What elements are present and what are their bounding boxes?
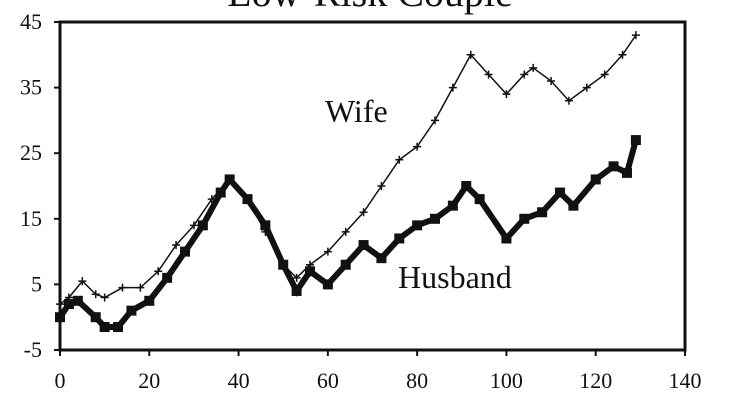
marker [260, 220, 271, 231]
marker [72, 295, 83, 306]
marker [600, 70, 609, 79]
marker [564, 96, 573, 105]
marker [568, 200, 579, 211]
plot-frame [58, 20, 687, 352]
marker [55, 312, 65, 323]
marker [341, 227, 350, 236]
marker [63, 299, 74, 310]
marker [413, 142, 422, 151]
marker [78, 277, 87, 286]
y-tick-label: -5 [24, 337, 42, 362]
marker [322, 279, 333, 290]
marker [630, 135, 641, 146]
marker [291, 285, 302, 296]
x-tick-label: 80 [406, 368, 428, 393]
y-tick-label: 25 [20, 140, 42, 165]
marker [376, 253, 387, 264]
marker [631, 31, 640, 40]
x-tick-label: 60 [317, 368, 339, 393]
marker [466, 50, 475, 59]
marker [430, 213, 440, 224]
marker [461, 181, 472, 191]
marker [118, 283, 127, 292]
marker [99, 322, 110, 333]
marker [519, 213, 530, 224]
x-tick-label: 20 [138, 368, 160, 393]
marker [618, 50, 627, 59]
marker [144, 295, 155, 306]
marker [520, 70, 529, 79]
marker [377, 182, 386, 190]
marker [91, 290, 100, 299]
marker [502, 90, 511, 99]
marker [305, 266, 315, 277]
marker [136, 283, 145, 292]
y-tick-label: 45 [20, 9, 42, 34]
marker [547, 77, 556, 86]
marker [172, 241, 181, 250]
marker [395, 155, 404, 164]
marker [189, 221, 198, 230]
chart-title: Low-Risk Couple [227, 0, 513, 15]
marker [608, 161, 619, 172]
marker [197, 220, 208, 231]
y-tick-label: 5 [31, 271, 42, 296]
marker [162, 272, 173, 283]
marker [590, 174, 601, 185]
marker [292, 273, 301, 282]
marker [448, 83, 457, 92]
marker [180, 246, 190, 257]
marker [340, 259, 351, 270]
marker [126, 305, 137, 316]
marker [621, 167, 632, 178]
marker [56, 300, 64, 309]
marker [555, 187, 565, 198]
x-tick-label: 100 [490, 368, 523, 393]
marker [113, 322, 124, 333]
marker [154, 267, 163, 276]
marker [537, 207, 548, 218]
marker [358, 240, 369, 251]
marker [90, 312, 101, 323]
marker [100, 293, 109, 302]
marker [431, 116, 439, 125]
series-label: Husband [398, 259, 512, 295]
series-label: Wife [325, 93, 388, 129]
marker [484, 70, 493, 79]
marker [359, 208, 368, 217]
marker [582, 83, 591, 92]
marker [501, 233, 512, 244]
x-tick-label: 0 [55, 368, 66, 393]
x-tick-label: 120 [579, 368, 612, 393]
marker [412, 220, 423, 231]
x-tick-label: 40 [228, 368, 250, 393]
marker [323, 247, 332, 256]
marker [224, 174, 235, 185]
x-tick-label: 140 [669, 368, 702, 393]
marker [529, 63, 538, 72]
marker [447, 200, 458, 211]
marker [242, 194, 253, 205]
y-tick-label: 15 [20, 206, 42, 231]
marker [394, 233, 405, 244]
marker [474, 194, 485, 205]
y-tick-label: 35 [20, 75, 42, 100]
marker [215, 187, 226, 198]
marker [278, 259, 289, 270]
